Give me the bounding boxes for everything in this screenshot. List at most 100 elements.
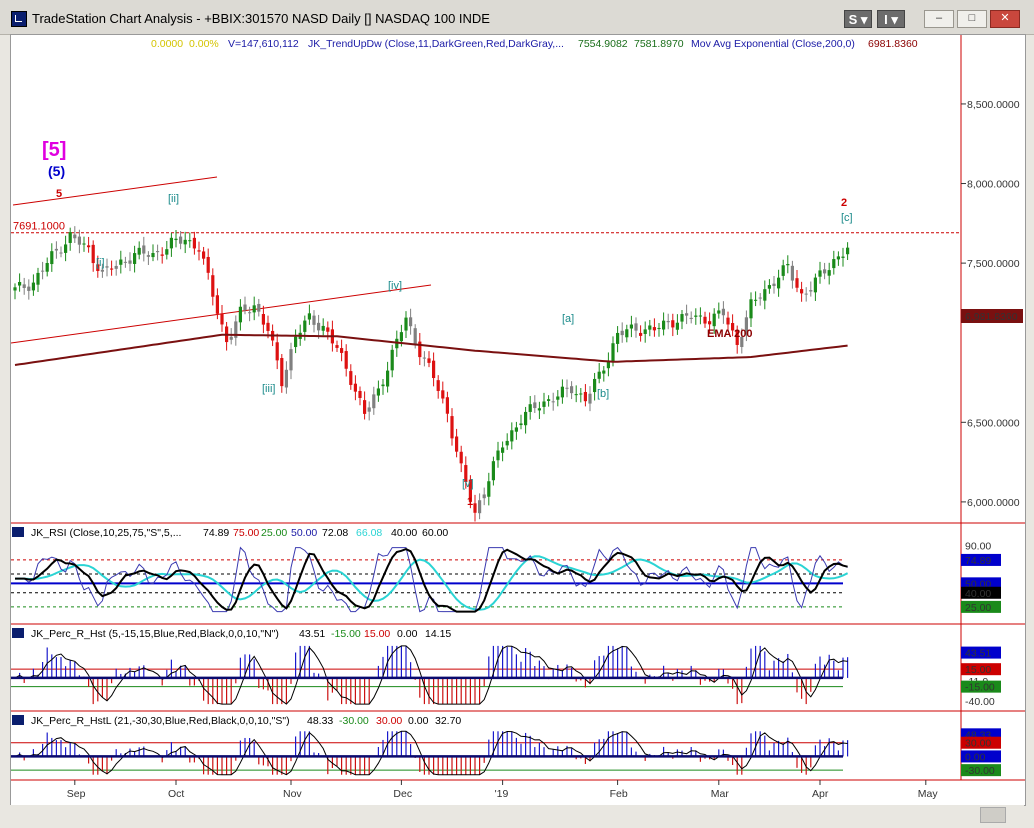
candle-body xyxy=(128,260,132,264)
candle-body xyxy=(137,247,141,255)
candle-body xyxy=(795,278,799,288)
candle-body xyxy=(786,264,790,266)
rsi-upper: 75.00 xyxy=(233,527,259,539)
wave-1: 1 xyxy=(467,496,473,508)
candle-body xyxy=(307,313,311,320)
chart-area[interactable]: 0.0000 0.00% V=147,610,112 JK_TrendUpDw … xyxy=(10,34,1026,806)
candle-body xyxy=(119,259,123,265)
candle-body xyxy=(455,436,459,452)
candle-body xyxy=(675,322,679,330)
candle-body xyxy=(496,450,500,461)
candle-body xyxy=(326,327,330,332)
candle-body xyxy=(77,236,81,245)
candle-body xyxy=(832,259,836,269)
candle-body xyxy=(542,401,546,407)
candle-body xyxy=(740,336,744,348)
candle-body xyxy=(123,261,127,263)
candle-body xyxy=(146,255,150,257)
candle-body xyxy=(31,282,35,291)
close-button[interactable]: ✕ xyxy=(990,10,1020,28)
candle-body xyxy=(22,284,26,288)
candles-group xyxy=(13,226,850,522)
candle-body xyxy=(183,239,187,245)
hst2-study: JK_Perc_R_HstL (21,-30,30,Blue,Red,Black… xyxy=(31,715,290,727)
candle-body xyxy=(169,237,173,249)
last-price-label: 6,981.8360 xyxy=(965,311,1018,323)
s-button[interactable]: S ▾ xyxy=(844,10,872,28)
candle-body xyxy=(280,358,284,387)
candle-body xyxy=(64,244,68,253)
hst1-study: JK_Perc_R_Hst (5,-15,15,Blue,Red,Black,0… xyxy=(31,628,279,640)
candle-body xyxy=(50,251,54,265)
time-tick-label: Feb xyxy=(610,788,628,800)
header-ema: Mov Avg Exponential (Close,200,0) xyxy=(691,38,855,50)
candle-body xyxy=(616,332,620,344)
wave-paren-5: (5) xyxy=(48,163,65,179)
rsi-v2: 72.08 xyxy=(322,527,348,539)
candle-body xyxy=(133,253,137,264)
title-bar[interactable]: TradeStation Chart Analysis - +BBIX:3015… xyxy=(0,0,1034,35)
rsi-label-value-badge xyxy=(961,553,1001,566)
candle-body xyxy=(726,317,730,325)
candle-body xyxy=(358,390,362,398)
perc-r-hstl-pane[interactable]: JK_Perc_R_HstL (21,-30,30,Blue,Red,Black… xyxy=(11,715,1001,777)
candle-body xyxy=(294,336,298,348)
candle-body xyxy=(96,264,100,272)
candle-body xyxy=(363,400,367,414)
candle-body xyxy=(192,237,196,249)
header-zero-pct: 0.00% xyxy=(189,38,219,50)
candle-body xyxy=(160,254,164,256)
candle-body xyxy=(91,244,95,264)
hst1-zero: 0.00 xyxy=(397,628,418,640)
time-tick-label: Nov xyxy=(283,788,302,800)
candle-body xyxy=(317,322,321,331)
candle-body xyxy=(749,299,753,319)
price-y-axis: 8,500.0000 8,000.0000 7,500.0000 6,500.0000… xyxy=(961,99,1020,509)
time-tick-label: May xyxy=(918,788,939,800)
candle-body xyxy=(87,245,91,248)
maximize-button[interactable]: □ xyxy=(957,10,987,28)
candle-body xyxy=(648,325,652,330)
maximize-icon: □ xyxy=(968,12,976,24)
perc-r-hst-pane[interactable]: JK_Perc_R_Hst (5,-15,15,Blue,Red,Black,0… xyxy=(11,628,1001,708)
candle-body xyxy=(524,411,528,426)
horizontal-scrollbar[interactable] xyxy=(10,805,1024,823)
candle-body xyxy=(409,317,413,327)
candle-body xyxy=(376,388,380,396)
candle-body xyxy=(340,348,344,353)
price-pane[interactable]: 7691.1000 EMA 200 [5] (5) 5 [ii] [i] [iv… xyxy=(11,99,1023,522)
candle-body xyxy=(156,251,160,253)
rsi-study: JK_RSI (Close,10,25,75,"S",5,... xyxy=(31,527,181,539)
minimize-button[interactable]: – xyxy=(924,10,954,28)
candle-body xyxy=(418,341,422,358)
rsi-v3: 66.08 xyxy=(356,527,382,539)
candle-body xyxy=(703,316,707,324)
candle-body xyxy=(501,447,505,453)
header-v1: 7554.9082 xyxy=(578,38,628,50)
rsi-value: 74.89 xyxy=(203,527,229,539)
i-button[interactable]: I ▾ xyxy=(877,10,905,28)
chart-svg[interactable]: 0.0000 0.00% V=147,610,112 JK_TrendUpDw … xyxy=(11,35,1025,805)
candle-body xyxy=(836,256,840,260)
rsi-mid: 50.00 xyxy=(291,527,317,539)
price-tick-label: 6,500.0000 xyxy=(967,417,1020,429)
candle-body xyxy=(800,289,804,294)
candle-body xyxy=(666,320,670,323)
candle-body xyxy=(537,408,541,411)
candle-body xyxy=(804,293,808,295)
rsi-v4: 40.00 xyxy=(391,527,417,539)
hst1-label-value: 43.51 xyxy=(965,648,991,660)
wave-5: 5 xyxy=(56,188,62,200)
candle-body xyxy=(754,299,758,301)
candle-body xyxy=(547,399,551,401)
candle-body xyxy=(602,370,606,374)
candle-body xyxy=(114,265,118,269)
candle-body xyxy=(694,315,698,317)
candle-body xyxy=(643,329,647,334)
candle-body xyxy=(110,268,114,270)
scrollbar-thumb[interactable] xyxy=(980,807,1006,823)
candle-body xyxy=(671,320,675,328)
rsi-pane[interactable]: JK_RSI (Close,10,25,75,"S",5,... 74.89 7… xyxy=(11,527,1001,614)
price-tick-label: 8,500.0000 xyxy=(967,99,1020,111)
